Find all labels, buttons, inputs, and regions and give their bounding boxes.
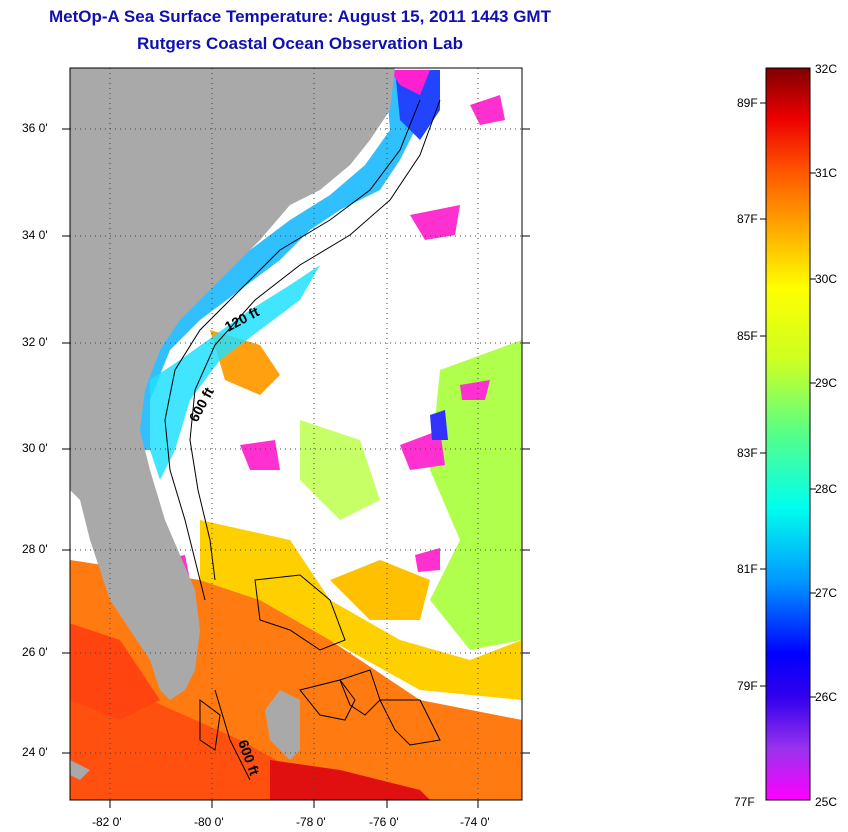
land-cuba: [265, 690, 300, 760]
colorbar-label-25c: 25C: [815, 795, 838, 809]
colorbar-label-28c: 28C: [815, 482, 838, 496]
green-offshore: [430, 340, 522, 650]
colorbar-label-89f: 89F: [737, 96, 758, 110]
colorbar-label-32c: 32C: [815, 62, 838, 76]
frame-ticks: [62, 128, 530, 808]
bahamas-banks: [199, 574, 441, 751]
lat-label-36: 36 0': [22, 121, 48, 135]
colorbar-label-27c: 27C: [815, 586, 838, 600]
lat-label-26: 26 0': [22, 645, 48, 659]
colorbar: [765, 67, 811, 801]
graticule: [70, 68, 522, 800]
lat-label-30: 30 0': [22, 441, 48, 455]
lon-label-74: -74 0': [460, 815, 490, 829]
cloud-edge-patches: [160, 95, 505, 585]
colorbar-label-30c: 30C: [815, 272, 838, 286]
yellow-band: [200, 520, 522, 700]
colorbar-label-87f: 87F: [737, 212, 758, 226]
colorbar-label-31c: 31C: [815, 166, 838, 180]
colorbar-label-26c: 26C: [815, 690, 838, 704]
land-mainland: [70, 68, 395, 700]
colorbar-label-79f: 79F: [737, 679, 758, 693]
colorbar-label-83f: 83F: [737, 446, 758, 460]
lat-label-28: 28 0': [22, 542, 48, 556]
contour-120ft: [164, 99, 421, 601]
lat-label-34: 34 0': [22, 228, 48, 242]
map-title: MetOp-A Sea Surface Temperature: August …: [49, 7, 551, 26]
colorbar-label-81f: 81F: [737, 562, 758, 576]
lon-label-82: -82 0': [92, 815, 122, 829]
contour-600ft: [189, 99, 441, 581]
colorbar-label-85f: 85F: [737, 329, 758, 343]
colorbar-label-29c: 29C: [815, 376, 838, 390]
lon-label-78: -78 0': [296, 815, 326, 829]
lat-label-32: 32 0': [22, 335, 48, 349]
colorbar-label-77f: 77F: [734, 795, 755, 809]
bathymetry-contours: [164, 99, 441, 781]
map-body: 120 ft 600 ft 600 ft: [70, 68, 522, 800]
map-frame: [69, 67, 523, 801]
colorbar-ticks: [760, 102, 816, 698]
lon-label-76: -76 0': [369, 815, 399, 829]
coastal-cool-band: [135, 70, 420, 450]
lat-label-24: 24 0': [22, 745, 48, 759]
lon-label-80: -80 0': [194, 815, 224, 829]
map-subtitle: Rutgers Coastal Ocean Observation Lab: [137, 34, 463, 53]
